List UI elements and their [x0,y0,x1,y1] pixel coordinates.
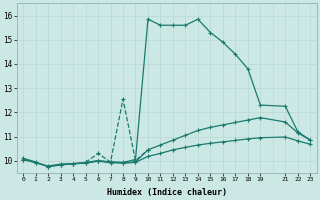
X-axis label: Humidex (Indice chaleur): Humidex (Indice chaleur) [107,188,227,197]
